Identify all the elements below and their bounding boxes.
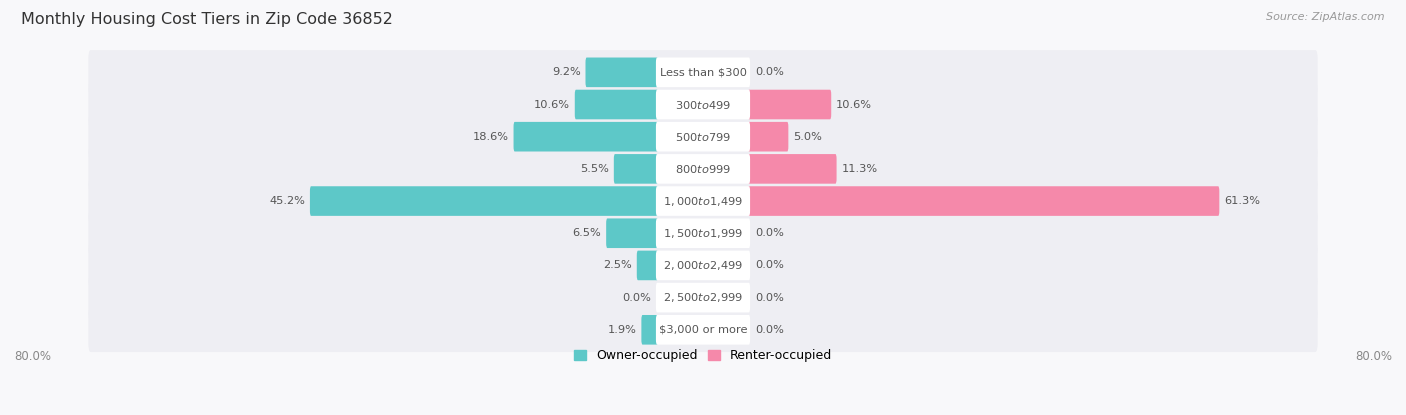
Text: 5.5%: 5.5% (579, 164, 609, 174)
Text: $1,500 to $1,999: $1,500 to $1,999 (664, 227, 742, 240)
Text: $500 to $799: $500 to $799 (675, 131, 731, 143)
Text: 2.5%: 2.5% (603, 261, 631, 271)
FancyBboxPatch shape (585, 58, 658, 87)
FancyBboxPatch shape (513, 122, 658, 151)
FancyBboxPatch shape (606, 218, 658, 248)
Text: Monthly Housing Cost Tiers in Zip Code 36852: Monthly Housing Cost Tiers in Zip Code 3… (21, 12, 392, 27)
FancyBboxPatch shape (89, 308, 1317, 352)
FancyBboxPatch shape (89, 115, 1317, 159)
FancyBboxPatch shape (89, 82, 1317, 127)
FancyBboxPatch shape (89, 146, 1317, 191)
Text: 10.6%: 10.6% (534, 100, 569, 110)
FancyBboxPatch shape (748, 122, 789, 151)
FancyBboxPatch shape (657, 186, 749, 216)
Text: 0.0%: 0.0% (755, 67, 785, 77)
Text: 0.0%: 0.0% (755, 261, 785, 271)
Text: 80.0%: 80.0% (1355, 350, 1392, 363)
Text: 0.0%: 0.0% (755, 228, 785, 238)
FancyBboxPatch shape (89, 276, 1317, 320)
Text: 0.0%: 0.0% (755, 325, 785, 335)
FancyBboxPatch shape (748, 90, 831, 120)
FancyBboxPatch shape (748, 154, 837, 184)
Text: $800 to $999: $800 to $999 (675, 163, 731, 175)
Text: Source: ZipAtlas.com: Source: ZipAtlas.com (1267, 12, 1385, 22)
Text: 9.2%: 9.2% (551, 67, 581, 77)
Text: $300 to $499: $300 to $499 (675, 98, 731, 110)
FancyBboxPatch shape (89, 50, 1317, 95)
Text: $2,000 to $2,499: $2,000 to $2,499 (664, 259, 742, 272)
FancyBboxPatch shape (657, 58, 749, 87)
FancyBboxPatch shape (89, 211, 1317, 256)
Text: $2,500 to $2,999: $2,500 to $2,999 (664, 291, 742, 304)
FancyBboxPatch shape (89, 243, 1317, 288)
Text: 5.0%: 5.0% (793, 132, 823, 142)
FancyBboxPatch shape (657, 90, 749, 120)
FancyBboxPatch shape (637, 251, 658, 280)
Text: 80.0%: 80.0% (14, 350, 51, 363)
Text: 18.6%: 18.6% (472, 132, 509, 142)
FancyBboxPatch shape (657, 122, 749, 151)
Text: $1,000 to $1,499: $1,000 to $1,499 (664, 195, 742, 208)
FancyBboxPatch shape (657, 154, 749, 184)
Text: $3,000 or more: $3,000 or more (659, 325, 747, 335)
Text: 0.0%: 0.0% (621, 293, 651, 303)
Text: 11.3%: 11.3% (842, 164, 877, 174)
FancyBboxPatch shape (575, 90, 658, 120)
FancyBboxPatch shape (657, 218, 749, 248)
FancyBboxPatch shape (657, 283, 749, 312)
Legend: Owner-occupied, Renter-occupied: Owner-occupied, Renter-occupied (574, 349, 832, 362)
Text: 0.0%: 0.0% (755, 293, 785, 303)
Text: 61.3%: 61.3% (1225, 196, 1260, 206)
Text: 6.5%: 6.5% (572, 228, 602, 238)
Text: Less than $300: Less than $300 (659, 67, 747, 77)
FancyBboxPatch shape (641, 315, 658, 344)
FancyBboxPatch shape (748, 186, 1219, 216)
FancyBboxPatch shape (657, 251, 749, 280)
Text: 45.2%: 45.2% (269, 196, 305, 206)
Text: 1.9%: 1.9% (607, 325, 637, 335)
FancyBboxPatch shape (89, 179, 1317, 223)
FancyBboxPatch shape (657, 315, 749, 344)
FancyBboxPatch shape (614, 154, 658, 184)
FancyBboxPatch shape (309, 186, 658, 216)
Text: 10.6%: 10.6% (837, 100, 872, 110)
